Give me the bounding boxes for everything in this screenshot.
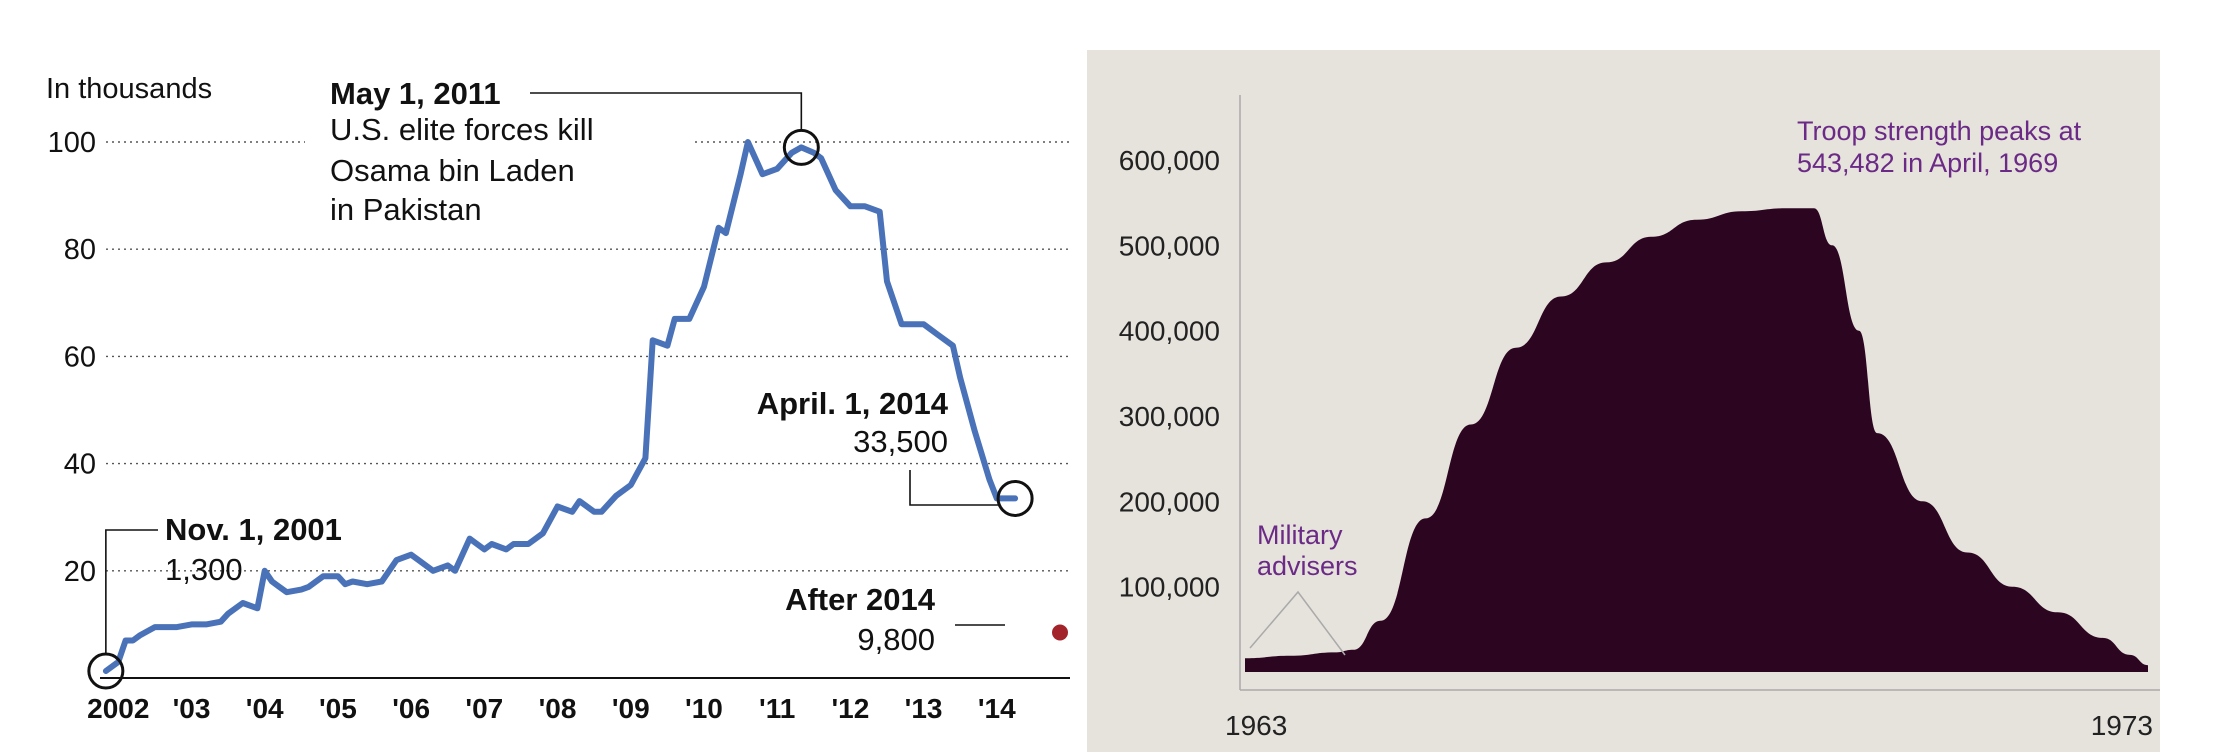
annotation-date: Nov. 1, 2001 [165,512,342,547]
annotation-text-line: in Pakistan [330,192,482,227]
annotation-peak: Troop strength peaks at 543,482 in April… [1797,116,2082,178]
annotation-date: April. 1, 2014 [757,386,949,421]
y-unit-label: In thousands [46,73,212,105]
vietnam-troops-chart: 100,000 200,000 300,000 400,000 500,000 600,0… [1119,95,2160,741]
annotation-value: 9,800 [857,622,935,657]
x-tick-label: '05 [319,693,357,724]
x-tick-label: '14 [978,693,1016,724]
x-tick-labels: 1963 1973 [1225,710,2153,741]
x-tick-label: 2002 [87,693,149,724]
annotation-date: May 1, 2011 [330,76,501,111]
afghanistan-troops-chart: In thousands 20 40 60 80 100 2002 '03 '04 '05 '0… [46,73,1070,724]
y-tick-label: 600,000 [1119,145,1220,176]
x-tick-label: '09 [612,693,650,724]
annotation-nov-2001: Nov. 1, 2001 1,300 [87,512,342,690]
x-tick-label: '08 [539,693,577,724]
x-tick-label: '04 [246,693,284,724]
after-2014-point [1052,624,1068,641]
leader-line [530,92,803,131]
y-tick-label: 400,000 [1119,316,1220,347]
y-tick-label: 200,000 [1119,486,1220,517]
y-gridlines [106,141,1070,572]
annotation-may-2011: May 1, 2011 U.S. elite forces kill Osama… [330,76,820,227]
y-tick-label: 20 [64,556,96,588]
annotation-after-2014: After 2014 9,800 [785,582,1068,657]
annotation-text-line: Military [1257,520,1343,550]
annotation-text-line: advisers [1257,551,1358,581]
marker-circle [996,479,1034,517]
annotation-military-advisers: Military advisers [1249,520,1358,656]
x-tick-label: '07 [465,693,503,724]
x-tick-label: '13 [905,693,943,724]
annotation-date: After 2014 [785,582,936,617]
annotation-text-line: U.S. elite forces kill [330,112,594,147]
x-tick-label: '11 [759,693,795,724]
x-tick-label: '10 [685,693,723,724]
annotation-value: 33,500 [853,424,948,459]
y-tick-label: 60 [64,341,96,373]
y-tick-label: 40 [64,449,96,481]
annotation-text-line: Troop strength peaks at [1797,116,2082,146]
y-tick-labels: 20 40 60 80 100 [48,127,96,588]
x-tick-label: '03 [173,693,211,724]
y-tick-label: 100 [48,127,96,159]
x-tick-labels: 2002 '03 '04 '05 '06 '07 '08 '09 '10 '11 '12 '13 '14 [87,693,1016,724]
y-tick-labels: 100,000 200,000 300,000 400,000 500,000 600,0… [1119,145,1220,603]
x-tick-label: '06 [392,693,430,724]
y-tick-label: 500,000 [1119,230,1220,261]
annotation-text-line: Osama bin Laden [330,153,575,188]
annotation-value: 1,300 [165,552,243,587]
troops-area [1245,208,2148,672]
advisers-bracket [1249,590,1346,656]
x-tick-label: 1973 [2091,710,2153,741]
annotation-april-2014: April. 1, 2014 33,500 [757,386,1034,517]
y-tick-label: 80 [64,234,96,266]
x-tick-label: '12 [831,693,869,724]
annotation-text-line: 543,482 in April, 1969 [1797,148,2058,178]
troops-line [102,139,1019,674]
y-tick-label: 100,000 [1119,572,1220,603]
y-tick-label: 300,000 [1119,401,1220,432]
leader-line [909,470,999,506]
x-tick-label: 1963 [1225,710,1287,741]
leader-line [105,529,158,655]
